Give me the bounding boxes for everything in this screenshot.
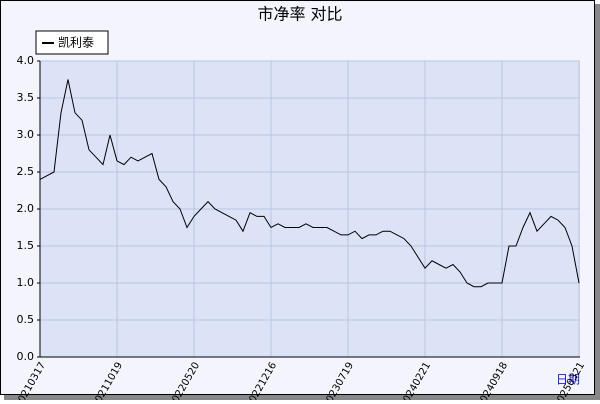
y-tick-label: 0.0 (17, 350, 35, 363)
legend-label: 凯利泰 (58, 36, 94, 50)
y-tick-label: 1.5 (17, 239, 35, 252)
y-tick-label: 2.5 (17, 165, 35, 178)
legend-box (35, 30, 109, 55)
shadow (595, 4, 600, 400)
y-tick-label: 3.5 (17, 91, 35, 104)
y-tick-label: 1.0 (17, 276, 35, 289)
y-tick-label: 3.0 (17, 128, 35, 141)
y-tick-label: 4.0 (17, 54, 35, 67)
y-tick-label: 2.0 (17, 202, 35, 215)
y-tick-label: 0.5 (17, 313, 35, 326)
chart-title: 市净率 对比 (257, 5, 342, 24)
x-axis-label: 日期 (556, 373, 580, 387)
shadow (4, 395, 600, 400)
line (39, 79, 580, 288)
